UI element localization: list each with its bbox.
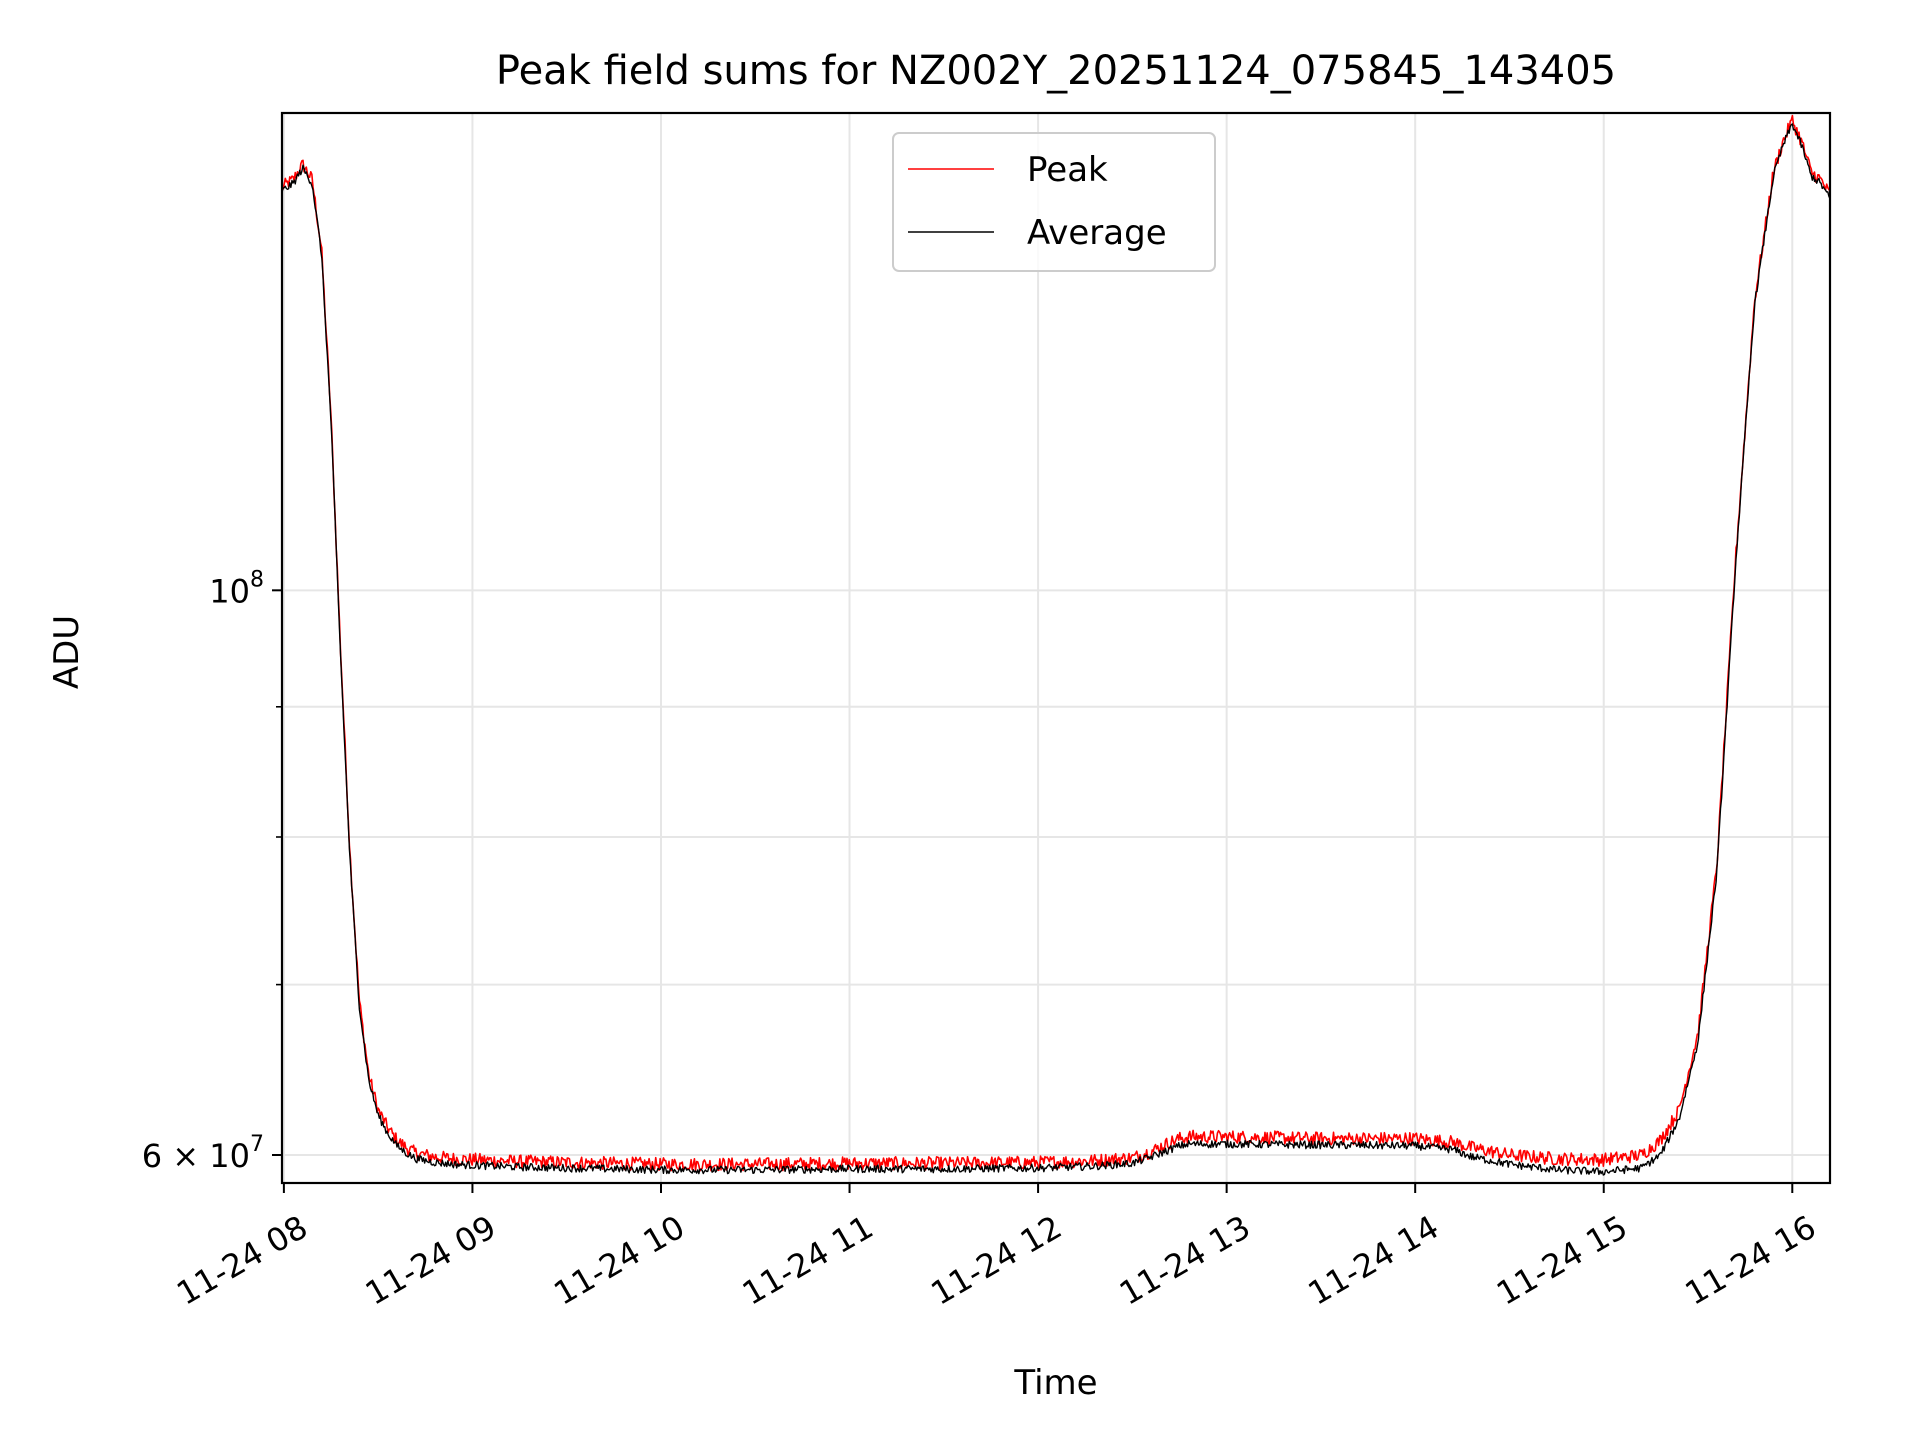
legend-label-average: Average <box>1027 213 1167 253</box>
chart-title: Peak field sums for NZ002Y_20251124_0758… <box>496 48 1616 94</box>
y-tick-label-base: 10 <box>209 572 250 610</box>
y-tick-label-exponent: 7 <box>250 1132 264 1157</box>
y-tick-label-exponent: 8 <box>250 567 264 592</box>
series-line-average <box>281 123 1831 1176</box>
x-axis-label: Time <box>1013 1363 1097 1403</box>
grid <box>282 113 1830 1183</box>
plot-series <box>281 114 1831 1176</box>
legend: Peak Average <box>892 132 1216 272</box>
y-tick-label: 108 <box>209 567 264 610</box>
series-line-peak <box>281 114 1831 1172</box>
y-axis-label: ADU <box>47 615 87 689</box>
y-tick-label-base: 6 × 10 <box>142 1137 250 1175</box>
y-tick-label: 6 × 107 <box>142 1132 264 1175</box>
legend-label-peak: Peak <box>1027 150 1108 190</box>
plot-frame <box>280 111 1832 1185</box>
legend-box <box>892 132 1216 272</box>
